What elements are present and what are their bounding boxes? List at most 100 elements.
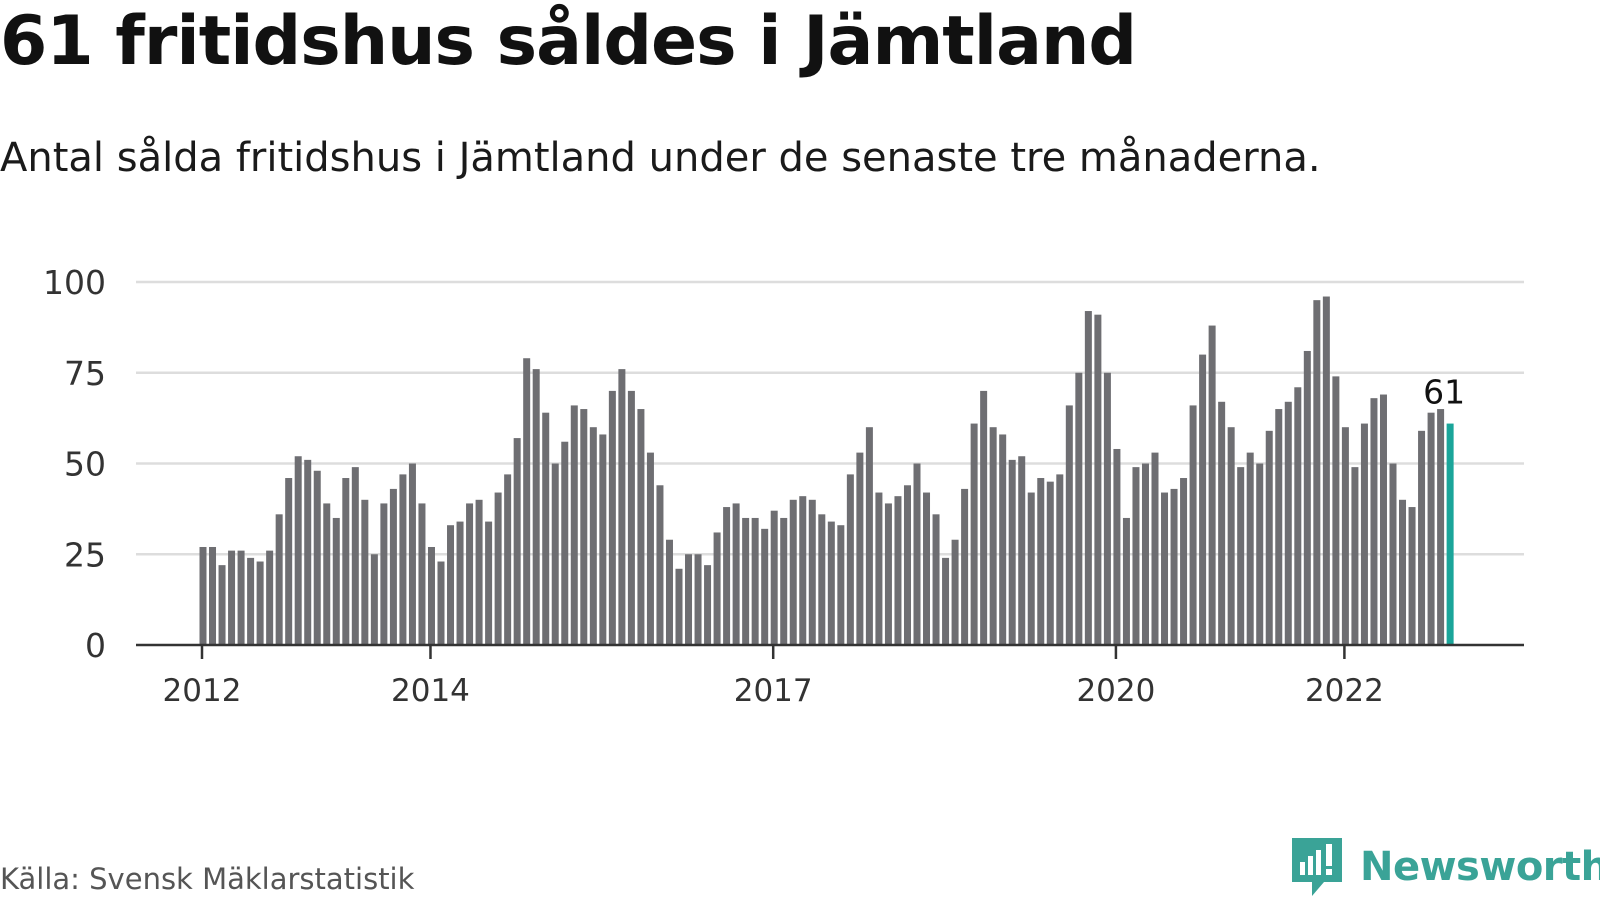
bar (285, 478, 293, 645)
bar (1265, 430, 1273, 645)
bar (1008, 459, 1016, 645)
x-axis-ticks: 2012 2014 2017 2020 2022 (163, 645, 1384, 709)
bar (304, 459, 312, 645)
bar (342, 478, 350, 645)
bar (1189, 405, 1197, 645)
bar (1113, 448, 1121, 645)
bar (361, 499, 369, 645)
bar (656, 485, 664, 645)
bar (389, 488, 397, 645)
bar (970, 423, 978, 645)
bar (1360, 423, 1368, 645)
bar (846, 474, 854, 645)
bars (199, 296, 1454, 645)
bar (1303, 350, 1311, 645)
bar (199, 546, 207, 645)
bar (580, 409, 588, 645)
x-tick-label: 2022 (1305, 673, 1384, 709)
bar (1218, 401, 1226, 645)
brand-logo: Newsworthy (1292, 838, 1600, 896)
x-tick-label: 2017 (734, 673, 813, 709)
bar (599, 434, 607, 645)
bar (875, 492, 883, 645)
bar (1180, 478, 1188, 645)
bar (942, 557, 950, 645)
bar (237, 550, 245, 645)
bar (818, 514, 826, 645)
newsworthy-logo-icon (1292, 838, 1342, 896)
bar (1284, 401, 1292, 645)
bar (1170, 488, 1178, 645)
bar (1199, 354, 1207, 645)
bar (923, 492, 931, 645)
bar (1313, 300, 1321, 645)
bar (1084, 311, 1092, 645)
bar (266, 550, 274, 645)
bar (856, 452, 864, 645)
bar (1027, 492, 1035, 645)
bar (961, 488, 969, 645)
bar (637, 409, 645, 645)
bar (1379, 394, 1387, 645)
bar (1322, 296, 1330, 645)
bar (218, 565, 226, 645)
bar (1294, 387, 1302, 645)
chart-title: 61 fritidshus såldes i Jämtland (0, 2, 1137, 81)
bar (608, 390, 616, 645)
bar (1237, 467, 1245, 645)
bar (323, 503, 331, 645)
bar (313, 470, 321, 645)
bar (837, 525, 845, 645)
bar (894, 496, 902, 645)
bar (466, 503, 474, 645)
bar (742, 517, 750, 645)
bar (542, 412, 550, 645)
bar-chart: 0 25 50 75 100 2012 2014 2017 2020 2022 61 (43, 263, 1524, 709)
brand-name: Newsworthy (1360, 844, 1600, 890)
bar (627, 390, 635, 645)
bar (1132, 467, 1140, 645)
last-value-label: 61 (1423, 373, 1465, 412)
bar (989, 427, 997, 645)
bar (665, 539, 673, 645)
bar (1332, 376, 1340, 645)
bar (437, 561, 445, 645)
bar (351, 467, 359, 645)
bar (1427, 412, 1435, 645)
bar (1370, 398, 1378, 645)
bar (932, 514, 940, 645)
chart-subtitle: Antal sålda fritidshus i Jämtland under … (0, 135, 1321, 181)
bar (827, 521, 835, 645)
bar (1341, 427, 1349, 645)
bar (247, 557, 255, 645)
y-tick-label: 25 (64, 535, 106, 574)
bar (1094, 314, 1102, 645)
bar (475, 499, 483, 645)
bar (532, 369, 540, 645)
bar (1103, 372, 1111, 645)
bar (399, 474, 407, 645)
bar (1075, 372, 1083, 645)
bar (256, 561, 264, 645)
bar (513, 438, 521, 645)
bar (523, 358, 531, 645)
x-tick-label: 2014 (391, 673, 470, 709)
x-tick-label: 2020 (1076, 673, 1155, 709)
bar (789, 499, 797, 645)
bar (1037, 478, 1045, 645)
bar (1122, 517, 1130, 645)
bar (380, 503, 388, 645)
y-tick-label: 100 (43, 263, 106, 302)
bar (704, 565, 712, 645)
bar (1056, 474, 1064, 645)
bar (903, 485, 911, 645)
bar (1275, 409, 1283, 645)
bar (1227, 427, 1235, 645)
bar (1151, 452, 1159, 645)
bar (1389, 463, 1397, 645)
bar (770, 510, 778, 645)
y-tick-label: 75 (64, 354, 106, 393)
bar (209, 546, 217, 645)
bar (1065, 405, 1073, 645)
bar (370, 554, 378, 645)
